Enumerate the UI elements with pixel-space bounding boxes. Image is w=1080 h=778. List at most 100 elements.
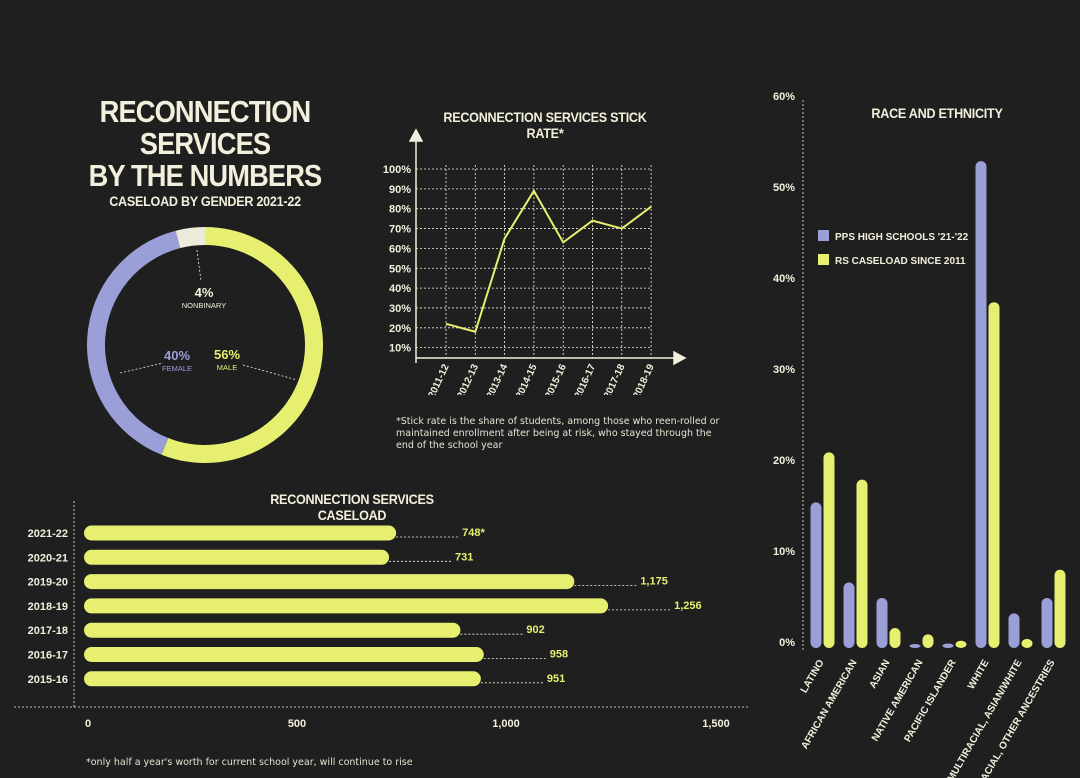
- caseload-year-label: 2015-16: [28, 674, 68, 686]
- donut-slice-nonbinary: [175, 227, 205, 249]
- caseload-year-label: 2016-17: [28, 650, 68, 662]
- female-pct-label: 40%: [164, 348, 190, 363]
- stick-xtick-label: 2016-17: [573, 362, 599, 395]
- caseload-xtick-label: 1,000: [492, 718, 520, 730]
- stick-rate-chart: 10%20%30%40%50%60%70%80%90%100% 2011-12 2…: [383, 128, 687, 395]
- stick-ytick-label: 60%: [389, 243, 411, 255]
- caseload-year-label: 2018-19: [28, 601, 68, 613]
- race-bar-rs: [823, 452, 835, 648]
- caseload-value-label: 731: [455, 551, 473, 563]
- male-label: MALE: [217, 363, 237, 372]
- legend-swatch-pps: [818, 230, 829, 241]
- stick-ytick-label: 100%: [383, 164, 411, 176]
- stick-xtick-label: 2015-16: [543, 362, 569, 395]
- caseload-value-label: 1,256: [674, 600, 702, 612]
- stick-ytick-label: 10%: [389, 343, 411, 355]
- stick-rate-series-line: [445, 188, 652, 333]
- stick-ytick-label: 80%: [389, 204, 411, 216]
- page-title-line-1: RECONNECTION SERVICES: [99, 94, 312, 161]
- stick-ytick-label: 20%: [389, 323, 411, 335]
- male-pct-label: 56%: [214, 347, 240, 362]
- stick-ytick-label: 50%: [389, 263, 411, 275]
- race-bar-rs: [1054, 569, 1066, 648]
- race-chart-title: RACE AND ETHNICITY: [871, 105, 1003, 121]
- race-ytick-label: 40%: [773, 273, 795, 285]
- page-title: RECONNECTION SERVICES BY THE NUMBERS: [60, 96, 350, 192]
- caseload-year-label: 2020-21: [28, 552, 68, 564]
- female-leader-line: [119, 362, 164, 374]
- stick-xtick-label: 2017-18: [602, 362, 628, 395]
- caseload-year-label: 2019-20: [28, 577, 68, 589]
- race-bar-pps: [1008, 613, 1020, 648]
- caseload-xtick-label: 500: [288, 718, 306, 730]
- race-bar-rs: [856, 479, 868, 648]
- race-bar-rs: [889, 627, 901, 648]
- legend-swatch-rs: [818, 254, 829, 265]
- caseload-value-label: 748*: [462, 527, 485, 539]
- caseload-bar: [84, 671, 481, 687]
- race-bar-rs: [955, 640, 967, 648]
- page-title-line-2: BY THE NUMBERS: [88, 158, 323, 193]
- race-ytick-label: 60%: [773, 91, 795, 103]
- race-ytick-label: 50%: [773, 182, 795, 194]
- female-label: FEMALE: [162, 364, 192, 373]
- caseload-year-label: 2021-22: [28, 528, 68, 540]
- donut-slice-male: [161, 227, 323, 463]
- stick-xtick-label: 2013-14: [485, 362, 511, 395]
- race-ytick-label: 0%: [779, 637, 795, 649]
- caseload-bar: [84, 525, 397, 541]
- caseload-footnote: *only half a year's worth for current sc…: [86, 757, 413, 768]
- race-category-label: LATINO: [799, 658, 827, 695]
- caseload-bar-chart: 2021-22 748* 2020-21 731 2019-20 1,175 2018-19…: [14, 501, 750, 730]
- legend-label-pps: PPS HIGH SCHOOLS '21-'22: [835, 232, 969, 243]
- caseload-value-label: 902: [526, 624, 544, 636]
- stick-xtick-label: 2014-15: [514, 362, 540, 395]
- stick-x-arrow: [673, 350, 687, 366]
- race-bar-pps: [1041, 597, 1053, 648]
- caseload-chart-title: RECONNECTION SERVICES CASELOAD: [270, 491, 434, 523]
- race-bar-pps: [876, 597, 888, 648]
- donut-slice-female: [86, 230, 181, 455]
- caseload-bar: [84, 598, 609, 614]
- caseload-bar: [84, 622, 461, 638]
- stick-ytick-label: 90%: [389, 184, 411, 196]
- stick-y-arrow: [408, 128, 424, 142]
- legend-label-rs: RS CASELOAD SINCE 2011: [835, 256, 966, 267]
- nonbinary-label: NONBINARY: [182, 301, 226, 310]
- stick-xtick-label: 2012-13: [456, 362, 482, 395]
- race-bar-pps: [810, 502, 822, 648]
- nonbinary-pct-label: 4%: [195, 285, 214, 300]
- race-category-label: ASIAN: [868, 658, 893, 690]
- race-ytick-label: 30%: [773, 364, 795, 376]
- stick-xtick-label: 2018-19: [631, 362, 657, 395]
- male-leader-line: [242, 364, 298, 381]
- caseload-xtick-label: 0: [85, 718, 91, 730]
- race-category-label: WHITE: [966, 658, 992, 692]
- gender-donut-chart: 4% NONBINARY 40% FEMALE 56% MALE: [86, 227, 323, 463]
- race-bar-pps: [942, 643, 954, 648]
- race-bar-rs: [988, 302, 1000, 648]
- caseload-bar: [84, 647, 484, 662]
- race-bar-pps: [975, 161, 987, 648]
- stick-chart-title: RECONNECTION SERVICES STICK RATE*: [443, 109, 647, 141]
- caseload-xtick-label: 1,500: [702, 718, 730, 730]
- caseload-bar: [84, 549, 390, 565]
- caseload-value-label: 958: [550, 649, 568, 661]
- caseload-value-label: 1,175: [640, 576, 668, 588]
- stick-xtick-label: 2011-12: [426, 362, 451, 395]
- stick-ytick-label: 70%: [389, 224, 411, 236]
- nonbinary-leader-line: [196, 249, 202, 282]
- stick-ytick-label: 30%: [389, 303, 411, 315]
- race-bar-rs: [1021, 638, 1033, 648]
- race-bar-rs: [922, 634, 934, 648]
- caseload-year-label: 2017-18: [28, 625, 68, 637]
- race-bar-pps: [843, 582, 855, 648]
- race-ytick-label: 10%: [773, 546, 795, 558]
- gender-chart-title: CASELOAD BY GENDER 2021-22: [109, 193, 301, 209]
- caseload-bar: [84, 574, 575, 590]
- stick-ytick-label: 40%: [389, 283, 411, 295]
- stick-rate-footnote: *Stick rate is the share of students, am…: [396, 416, 720, 451]
- race-bar-pps: [909, 644, 921, 648]
- race-ytick-label: 20%: [773, 455, 795, 467]
